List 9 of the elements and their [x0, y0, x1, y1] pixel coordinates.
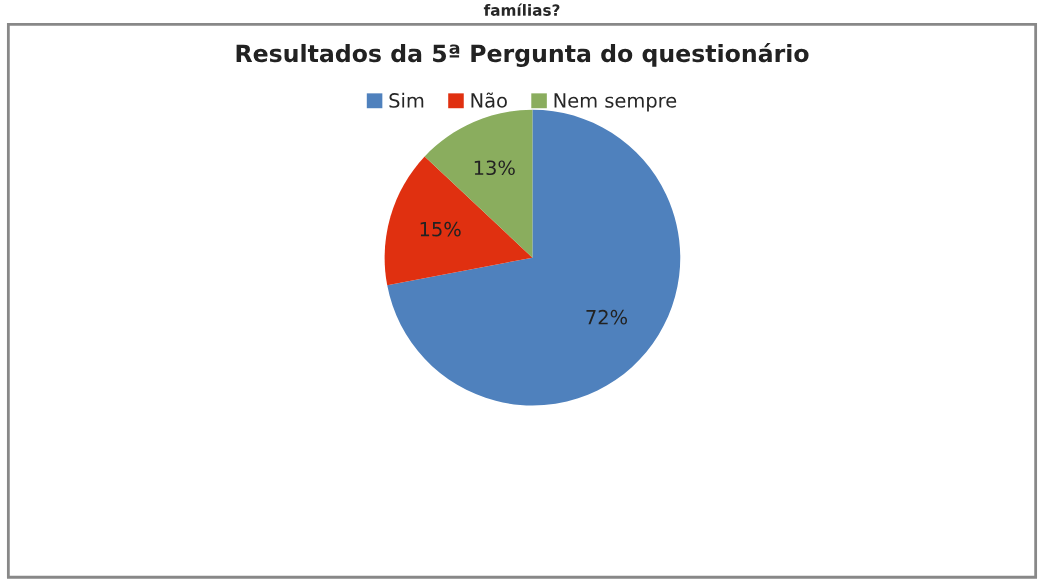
data-label: 72% [586, 309, 628, 325]
data-label: 15% [420, 221, 461, 237]
legend-label: Não [471, 92, 507, 108]
legend-label: Sim [389, 92, 424, 108]
chart-title: Resultados da 5ª Pergunta do questionário [236, 43, 809, 67]
data-label: 13% [474, 160, 515, 176]
pie-slice [384, 156, 533, 286]
legend-label: Nem sempre [554, 93, 677, 112]
text: famílias? [483, 3, 560, 16]
